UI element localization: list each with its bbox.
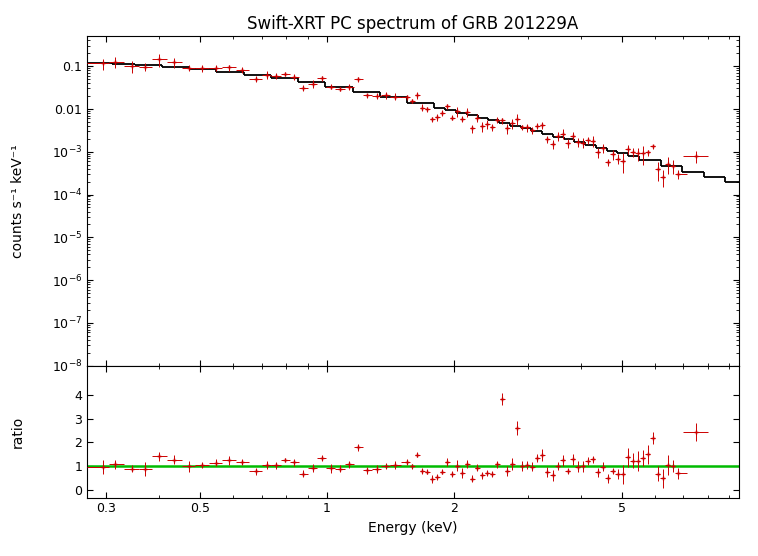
X-axis label: Energy (keV): Energy (keV) [368,521,458,535]
Title: Swift-XRT PC spectrum of GRB 201229A: Swift-XRT PC spectrum of GRB 201229A [247,15,579,33]
Y-axis label: ratio: ratio [11,415,25,448]
Y-axis label: counts s⁻¹ keV⁻¹: counts s⁻¹ keV⁻¹ [11,144,25,258]
